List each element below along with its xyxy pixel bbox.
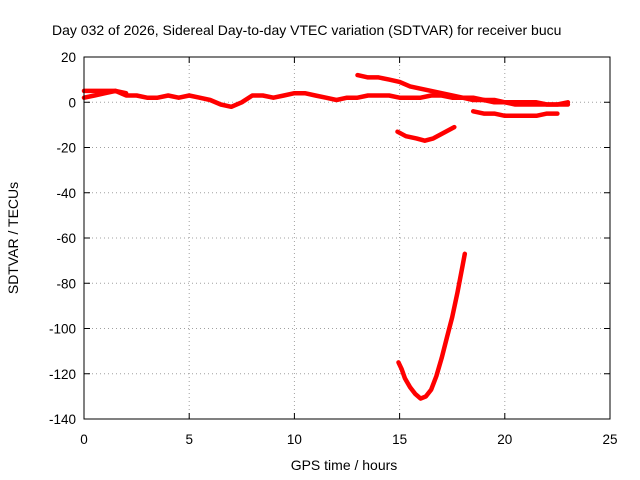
series-track-dip-20 (395, 124, 457, 143)
y-tick-label: -40 (56, 186, 76, 201)
plot-frame (83, 56, 611, 420)
x-tick-label: 10 (287, 432, 302, 447)
x-axis-label: GPS time / hours (291, 457, 398, 473)
x-tick-label: 0 (80, 432, 88, 447)
grid (84, 57, 610, 419)
y-tick-label: 20 (61, 50, 76, 65)
series-track-upper-start (81, 88, 129, 96)
x-tick-label: 5 (185, 432, 193, 447)
y-axis-label: SDTVAR / TECUs (5, 182, 21, 294)
x-tick-label: 25 (602, 432, 617, 447)
series-track-deep-dip (396, 251, 468, 401)
y-tick-label: -120 (49, 367, 76, 382)
x-tick-label: 20 (497, 432, 512, 447)
y-tick-label: -80 (56, 276, 76, 291)
series-track-low-band (470, 109, 560, 119)
y-tick-label: -20 (56, 141, 76, 156)
chart-title: Day 032 of 2026, Sidereal Day-to-day VTE… (52, 22, 561, 38)
axis-ticks: -140 -120 -100 -80 -60 -40 -20 0 20 0 5 10 15 20 25 (49, 50, 618, 447)
y-tick-label: -140 (49, 412, 76, 427)
x-tick-label: 15 (392, 432, 407, 447)
series-track-upper-late (355, 72, 571, 107)
y-tick-label: -60 (56, 231, 76, 246)
plot-area (81, 72, 571, 401)
y-tick-label: 0 (68, 95, 76, 110)
y-tick-label: -100 (49, 322, 76, 337)
